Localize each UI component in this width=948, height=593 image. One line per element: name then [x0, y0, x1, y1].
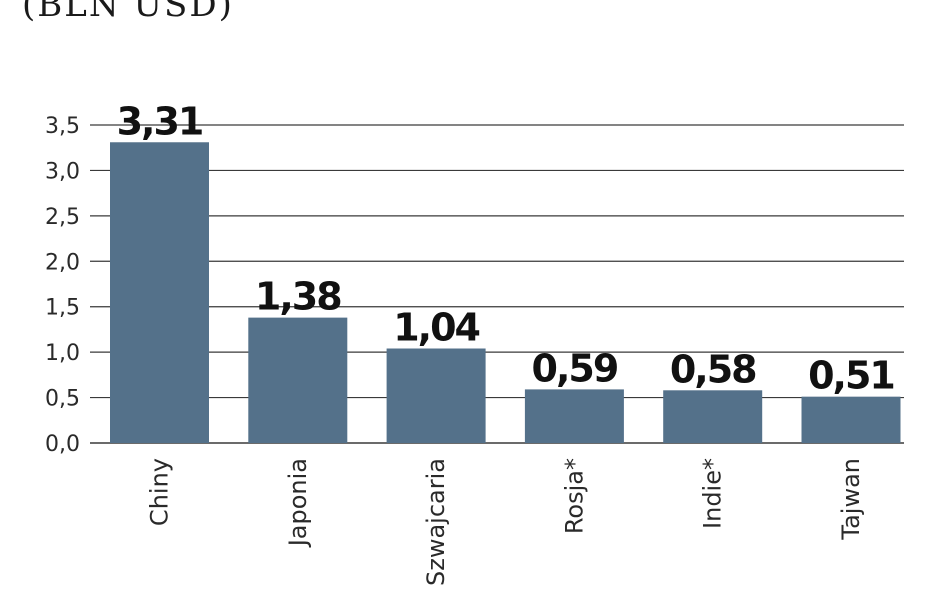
- category-labels: Chiny Japonia Szwajcaria Rosja* Indie* Tajwan: [146, 458, 866, 586]
- value-label: 0,59: [532, 346, 618, 390]
- category-label: Rosja*: [560, 458, 588, 534]
- category-label: Chiny: [146, 458, 174, 526]
- gridlines: [90, 124, 904, 444]
- chart-subtitle: (BLN USD): [22, 0, 234, 25]
- y-tick-label: 0,5: [45, 387, 80, 412]
- bar: [663, 390, 763, 443]
- bars: [110, 142, 901, 443]
- value-label: 1,04: [393, 306, 479, 350]
- y-tick-label: 1,5: [45, 296, 80, 321]
- bar: [110, 142, 209, 443]
- bar: [248, 317, 348, 443]
- bar: [386, 348, 486, 443]
- category-label: Tajwan: [837, 458, 865, 541]
- bar: [801, 396, 901, 443]
- y-axis-ticks: 0,0 0,5 1,0 1,5 2,0 2,5 3,0 3,5: [45, 114, 80, 457]
- y-tick-label: 3,5: [45, 114, 80, 139]
- y-tick-label: 1,0: [45, 341, 80, 366]
- value-label: 0,51: [808, 354, 894, 398]
- y-tick-label: 2,5: [45, 205, 80, 230]
- category-label: Indie*: [699, 458, 727, 529]
- bar: [524, 389, 624, 443]
- value-labels: 3,31 1,38 1,04 0,59 0,58 0,51: [117, 99, 896, 398]
- value-label: 3,31: [117, 99, 203, 143]
- value-label: 1,38: [255, 275, 341, 319]
- y-tick-label: 3,0: [45, 159, 80, 184]
- category-label: Szwajcaria: [422, 458, 450, 586]
- y-tick-label: 0,0: [45, 432, 80, 457]
- value-label: 0,58: [670, 347, 756, 391]
- category-label: Japonia: [284, 458, 312, 548]
- y-tick-label: 2,0: [45, 250, 80, 275]
